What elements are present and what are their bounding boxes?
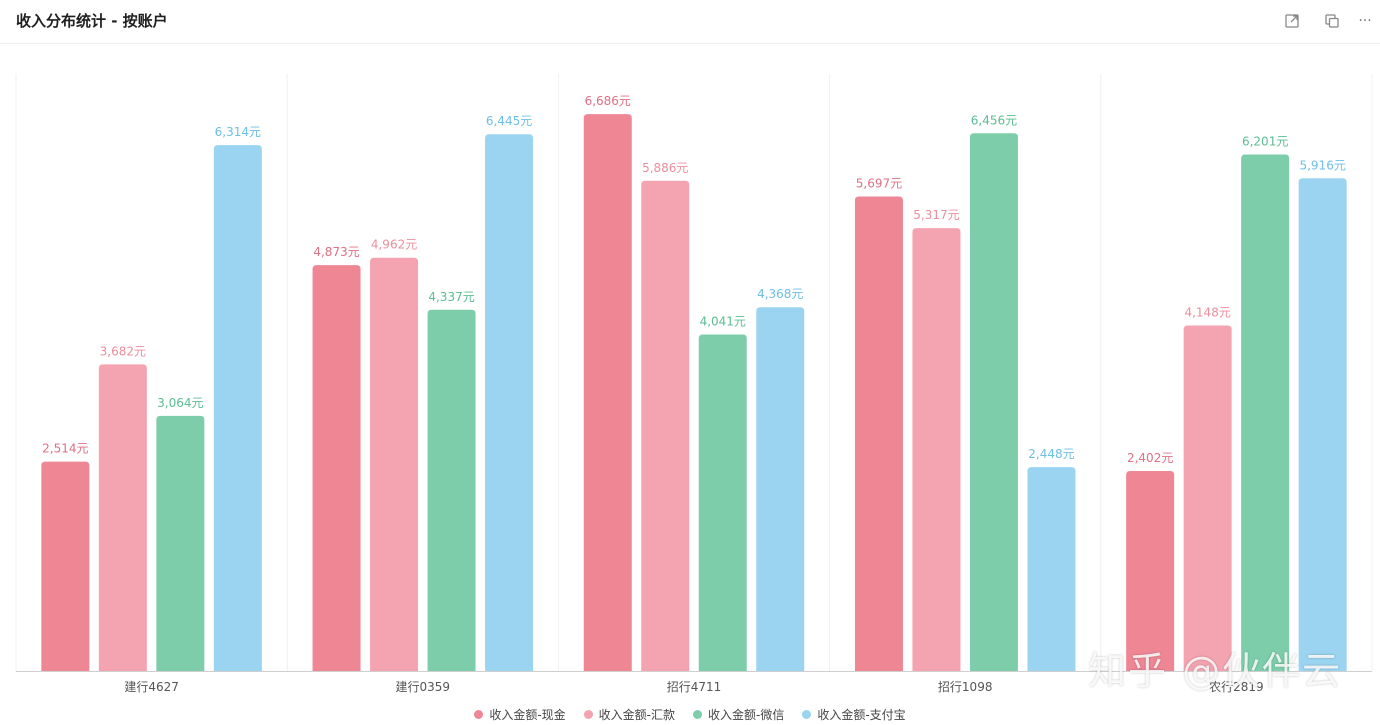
bar-value-label: 5,317元 (913, 208, 959, 222)
bar-value-label: 6,686元 (585, 94, 631, 108)
legend-item-wechat[interactable]: 收入金额-微信 (693, 706, 784, 723)
legend-item-remittance[interactable]: 收入金额-汇款 (583, 706, 675, 723)
bar[interactable] (1183, 325, 1232, 671)
chart-header: 收入分布统计 - 按账户 ··· (0, 0, 1380, 44)
x-tick-label: 建行4627 (124, 680, 179, 694)
bar-value-label: 2,448元 (1028, 447, 1074, 461)
bar[interactable] (641, 180, 690, 672)
bar-value-label: 5,697元 (856, 177, 902, 191)
bar-value-label: 4,873元 (313, 245, 359, 259)
bar-value-label: 3,064元 (157, 396, 203, 410)
x-tick-label: 农行2819 (1209, 680, 1264, 694)
bar-value-label: 2,402元 (1127, 451, 1173, 465)
legend-dot (583, 709, 593, 719)
legend-item-cash[interactable]: 收入金额-现金 (474, 706, 566, 723)
legend-item-alipay[interactable]: 收入金额-支付宝 (802, 706, 906, 723)
legend-label: 收入金额-支付宝 (817, 707, 906, 722)
bar[interactable] (41, 461, 90, 671)
bar[interactable] (583, 114, 632, 671)
bar[interactable] (969, 133, 1018, 671)
legend-label: 收入金额-现金 (489, 707, 566, 722)
bar[interactable] (1126, 470, 1175, 671)
bar[interactable] (427, 309, 476, 671)
bar-value-label: 5,886元 (642, 161, 688, 175)
bar[interactable] (485, 134, 534, 671)
bar-value-label: 4,041元 (700, 314, 746, 328)
bar-value-label: 3,682元 (100, 344, 146, 358)
expand-icon[interactable] (1282, 11, 1302, 31)
x-tick-label: 招行1098 (938, 680, 993, 694)
bar[interactable] (312, 265, 361, 671)
bar-value-label: 6,445元 (486, 114, 532, 128)
bar-value-label: 6,314元 (215, 125, 261, 139)
legend: 收入金额-现金 收入金额-汇款 收入金额-微信 收入金额-支付宝 (0, 704, 1380, 724)
bar[interactable] (98, 364, 147, 671)
legend-dot (474, 709, 484, 719)
bar-value-label: 5,916元 (1299, 158, 1345, 172)
bar[interactable] (213, 145, 262, 671)
copy-icon[interactable] (1322, 11, 1342, 31)
bar[interactable] (756, 307, 805, 671)
bar[interactable] (1027, 467, 1076, 671)
bar-value-label: 2,514元 (42, 442, 88, 456)
bar[interactable] (912, 228, 961, 671)
x-tick-label: 建行0359 (396, 680, 451, 694)
x-tick-label: 招行4711 (667, 680, 722, 694)
bar[interactable] (698, 334, 747, 671)
bar-value-label: 6,456元 (971, 113, 1017, 127)
bar-value-label: 4,962元 (371, 238, 417, 252)
bar[interactable] (370, 257, 419, 671)
bar[interactable] (1241, 154, 1290, 671)
legend-dot (693, 709, 702, 719)
bar[interactable] (1298, 178, 1347, 671)
bar[interactable] (854, 196, 903, 671)
legend-label: 收入金额-微信 (708, 707, 785, 722)
legend-dot (802, 709, 812, 719)
chart-title: 收入分布统计 - 按账户 (16, 12, 168, 30)
bar-value-label: 4,337元 (428, 290, 474, 304)
bar-value-label: 4,368元 (757, 287, 803, 301)
bar-value-label: 4,148元 (1184, 306, 1230, 320)
legend-label: 收入金额-汇款 (598, 707, 675, 722)
bar[interactable] (156, 415, 205, 671)
more-icon[interactable]: ··· (1358, 13, 1372, 29)
bar-value-label: 6,201元 (1242, 135, 1288, 149)
